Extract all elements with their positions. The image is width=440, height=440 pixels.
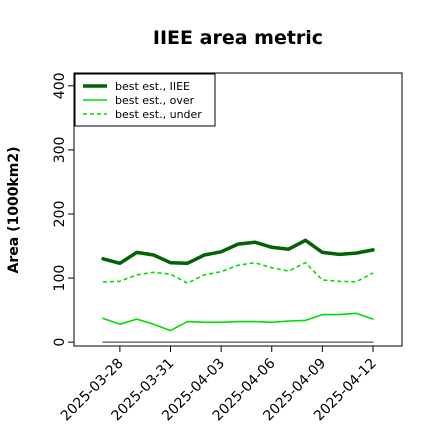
- legend-label: best est., over: [115, 94, 195, 107]
- series-line-best-est-under: [102, 261, 374, 285]
- plot-frame: [73, 72, 403, 347]
- y-tick-label: 0: [52, 338, 68, 347]
- series-layer: [101, 238, 375, 343]
- series-line-best-est-over: [102, 312, 374, 332]
- y-tick-label: 200: [52, 201, 68, 228]
- legend-label: best est., IIEE: [115, 80, 190, 93]
- y-axis-label: Area (1000km2): [6, 147, 22, 274]
- series-line-best-est-iiee: [101, 238, 375, 266]
- y-tick-label: 100: [52, 265, 68, 292]
- y-tick-label: 400: [52, 72, 68, 99]
- y-tick-label: 300: [52, 137, 68, 164]
- chart-title: IIEE area metric: [153, 27, 323, 49]
- legend-label: best est., under: [115, 108, 202, 121]
